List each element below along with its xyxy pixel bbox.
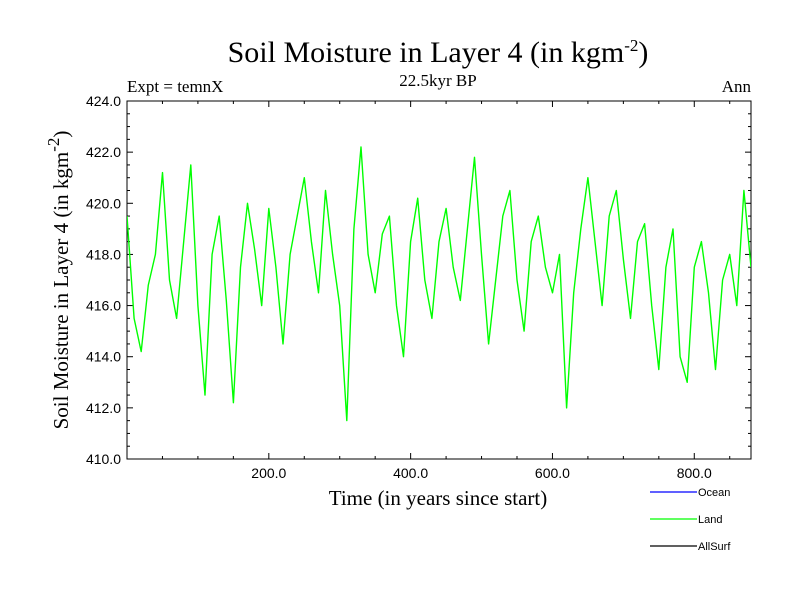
y-axis-label-text: Soil Moisture in Layer 4 (in kgm: [49, 152, 73, 430]
axis-tick-labels: 410.0 412.0 414.0 416.0 418.0 420.0 422.0 424.0…: [86, 93, 712, 481]
y-axis-label-superscript: -2: [44, 138, 63, 152]
x-axis-label: Time (in years since start): [329, 486, 548, 510]
legend-label-allsurf: AllSurf: [698, 541, 731, 553]
axis-ticks: [127, 100, 751, 460]
legend-label-land: Land: [698, 514, 722, 526]
x-tick-label: 800.0: [677, 465, 712, 481]
series-layer: [127, 146, 751, 422]
x-tick-label: 200.0: [251, 465, 286, 481]
y-axis-label: Soil Moisture in Layer 4 (in kgm-2): [44, 131, 73, 430]
x-tick-label: 600.0: [535, 465, 570, 481]
y-tick-label: 418.0: [86, 246, 121, 262]
chart-title: Soil Moisture in Layer 4 (in kgm-2): [228, 36, 649, 69]
y-tick-label: 422.0: [86, 144, 121, 160]
legend-label-ocean: Ocean: [698, 487, 730, 499]
chart-title-text: Soil Moisture in Layer 4 (in kgm: [228, 36, 625, 69]
chart-title-suffix: ): [638, 36, 648, 69]
chart-title-superscript: -2: [624, 36, 638, 55]
y-tick-label: 410.0: [86, 451, 121, 467]
y-tick-label: 412.0: [86, 400, 121, 416]
plot-frame: [126, 100, 752, 460]
series-line-land: [127, 146, 751, 422]
y-tick-label: 420.0: [86, 195, 121, 211]
y-axis-label-suffix: ): [49, 131, 73, 138]
legend: Ocean Land AllSurf: [650, 487, 731, 553]
y-tick-label: 416.0: [86, 298, 121, 314]
y-tick-label: 424.0: [86, 93, 121, 109]
subtitle-season: Ann: [722, 77, 752, 96]
x-tick-label: 400.0: [393, 465, 428, 481]
y-tick-label: 414.0: [86, 349, 121, 365]
subtitle-period: 22.5kyr BP: [399, 71, 476, 90]
subtitle-experiment: Expt = temnX: [127, 77, 223, 96]
